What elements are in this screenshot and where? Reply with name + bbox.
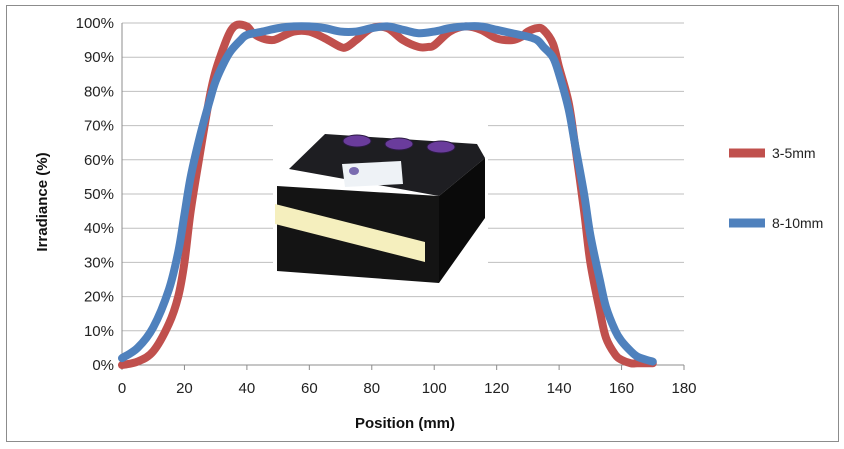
fan-2 <box>384 137 414 151</box>
y-tick-label: 0% <box>92 357 114 374</box>
x-tick-label: 60 <box>301 380 318 397</box>
fan-1 <box>342 134 372 148</box>
lamp-label-plate <box>342 161 403 187</box>
y-tick-label: 20% <box>84 289 114 306</box>
x-tick-label: 100 <box>422 380 447 397</box>
irradiance-chart: 0% 10% 20% 30% 40% 50% 60% 70% 80% 90% 100% 0 20 40 6… <box>34 15 823 432</box>
y-tick-label: 30% <box>84 254 114 271</box>
lamp-emission-window <box>275 204 425 262</box>
x-tick-label: 0 <box>118 380 126 397</box>
y-tick-label: 40% <box>84 220 114 237</box>
y-tick-label: 80% <box>84 83 114 100</box>
fan-3 <box>426 140 456 154</box>
chart-frame: 0% 10% 20% 30% 40% 50% 60% 70% 80% 90% 100% 0 20 40 6… <box>6 5 839 442</box>
x-tick-label: 80 <box>363 380 380 397</box>
x-tick-label: 140 <box>547 380 572 397</box>
y-tick-label: 60% <box>84 152 114 169</box>
y-tick-label: 10% <box>84 323 114 340</box>
y-tick-label: 90% <box>84 49 114 66</box>
x-tick-label: 120 <box>484 380 509 397</box>
y-tick-label: 70% <box>84 118 114 135</box>
y-tick-labels: 0% 10% 20% 30% 40% 50% 60% 70% 80% 90% 100% <box>76 15 114 374</box>
lamp-fans <box>342 134 456 154</box>
series-lines <box>118 20 657 369</box>
x-axis-title: Position (mm) <box>355 415 455 432</box>
logo-mark <box>349 167 359 175</box>
legend-label-8-10mm: 8-10mm <box>772 215 823 231</box>
x-tick-label: 180 <box>671 380 696 397</box>
x-tick-label: 160 <box>609 380 634 397</box>
lamp-side-face <box>439 158 485 283</box>
x-tick-label: 20 <box>176 380 193 397</box>
y-tick-label: 100% <box>76 15 114 32</box>
legend-label-3-5mm: 3-5mm <box>772 145 816 161</box>
uv-lamp-product-photo <box>273 124 488 286</box>
y-axis-title: Irradiance (%) <box>34 152 51 251</box>
x-tick-label: 40 <box>239 380 256 397</box>
y-tick-label: 50% <box>84 186 114 203</box>
legend: 3-5mm 8-10mm <box>729 145 823 231</box>
x-tick-labels: 0 20 40 60 80 100 120 140 160 180 <box>118 380 697 397</box>
series-line-8-10mm <box>118 22 657 366</box>
